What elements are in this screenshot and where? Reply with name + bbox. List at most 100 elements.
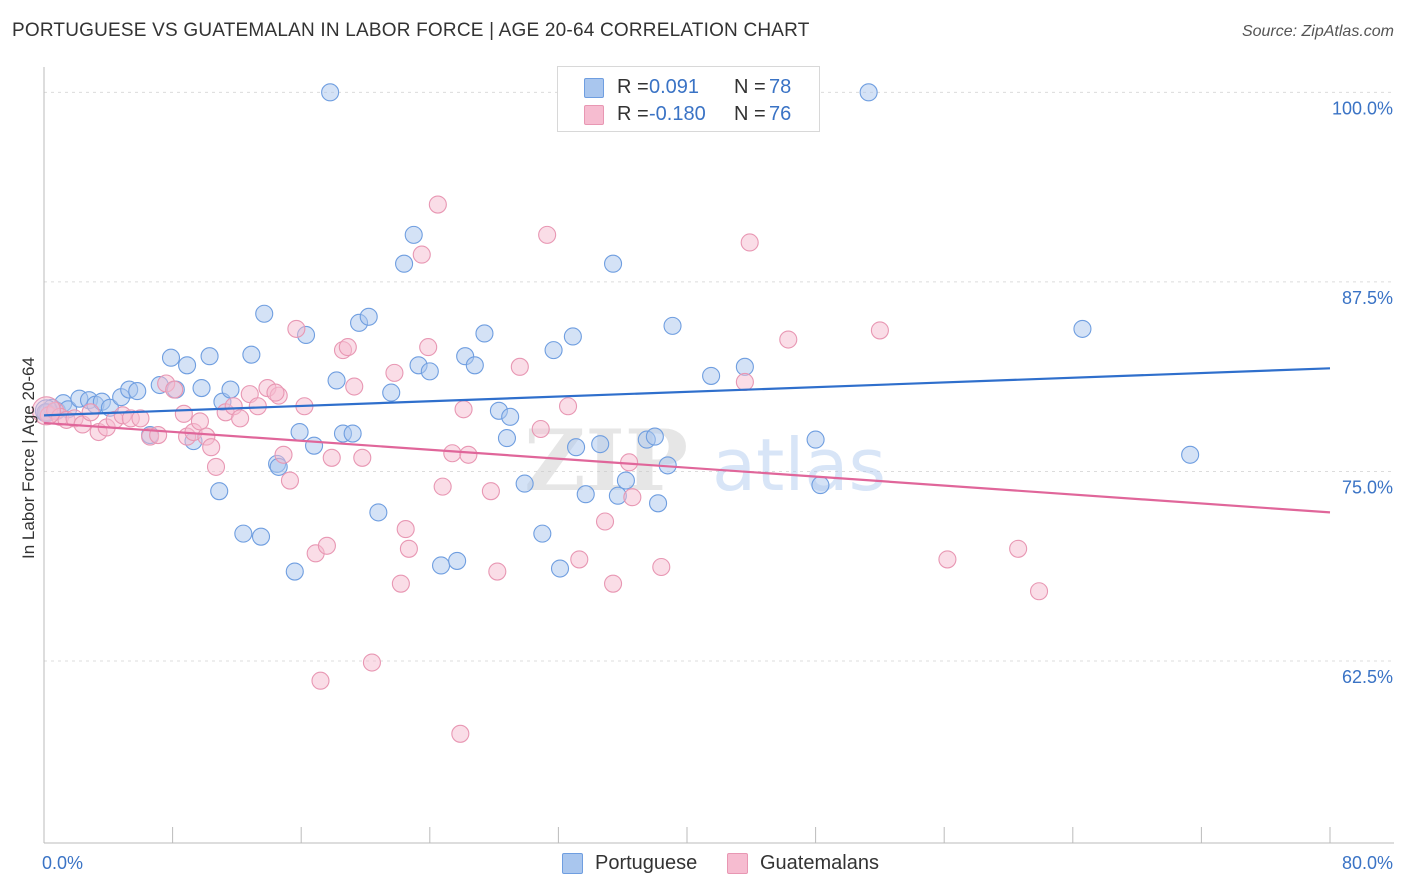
point-guatemalans — [870, 321, 889, 340]
point-guatemalans — [149, 426, 168, 445]
point-guatemalans — [266, 383, 285, 402]
point-guatemalans — [428, 195, 447, 214]
point-portuguese — [567, 438, 586, 457]
point-portuguese — [128, 382, 147, 401]
point-portuguese — [550, 559, 570, 578]
legend-label-guatemalans: Guatemalans — [760, 852, 879, 874]
point-guatemalans — [174, 404, 193, 423]
y-tick-label: 75.0% — [1342, 477, 1393, 497]
legend-swatch-guatemalans — [727, 853, 748, 874]
point-portuguese — [251, 527, 271, 546]
point-guatemalans — [353, 448, 372, 467]
point-guatemalans — [558, 397, 578, 416]
point-portuguese — [859, 83, 878, 102]
point-guatemalans — [570, 550, 589, 569]
point-portuguese — [649, 494, 668, 513]
point-portuguese — [321, 83, 340, 102]
point-portuguese — [465, 356, 484, 375]
point-portuguese — [563, 327, 582, 346]
point-guatemalans — [488, 562, 507, 581]
point-guatemalans — [735, 372, 754, 392]
trend-line-portuguese — [43, 367, 1331, 417]
point-portuguese — [343, 424, 362, 443]
legend-item-portuguese[interactable]: Portuguese — [562, 852, 697, 875]
point-portuguese — [591, 435, 610, 454]
point-guatemalans — [345, 377, 364, 396]
point-guatemalans — [385, 363, 404, 382]
trend-line-guatemalans — [43, 421, 1331, 514]
point-portuguese — [544, 341, 563, 360]
point-portuguese — [242, 345, 261, 364]
legend-label-portuguese: Portuguese — [595, 852, 698, 874]
point-portuguese — [811, 476, 830, 495]
point-guatemalans — [396, 520, 415, 539]
point-guatemalans — [652, 557, 671, 577]
point-guatemalans — [433, 477, 452, 496]
series-legend: Portuguese Guatemalans — [0, 852, 1406, 878]
x-tick-label: 80.0% — [1342, 853, 1393, 873]
point-portuguese — [604, 254, 623, 273]
point-portuguese — [663, 316, 682, 335]
n-label: N = — [734, 75, 766, 98]
point-portuguese — [369, 503, 388, 522]
point-portuguese — [404, 225, 423, 244]
stats-row-guatemalans: R = -0.180 N = 76 — [558, 100, 819, 128]
y-tick-label: 87.5% — [1342, 288, 1393, 308]
tick-labels: 100.0% 87.5% 75.0% 62.5% 0.0% 80.0% — [42, 98, 1393, 873]
point-portuguese — [327, 371, 346, 390]
r-value: 0.091 — [649, 75, 700, 98]
point-guatemalans — [287, 319, 306, 338]
point-portuguese — [221, 380, 240, 399]
point-guatemalans — [938, 550, 957, 569]
r-label: R = — [617, 75, 649, 98]
watermark-atlas: atlas — [712, 423, 886, 507]
point-guatemalans — [322, 448, 341, 467]
legend-item-guatemalans[interactable]: Guatemalans — [727, 852, 879, 875]
point-guatemalans — [31, 396, 61, 426]
point-portuguese — [645, 427, 664, 446]
point-portuguese — [616, 471, 635, 490]
point-portuguese — [1073, 319, 1092, 338]
point-portuguese — [305, 436, 324, 455]
point-portuguese — [359, 307, 378, 326]
point-portuguese — [178, 356, 197, 375]
point-portuguese — [200, 347, 219, 366]
stats-legend: R = 0.091 N = 78 R = -0.180 N = 76 — [557, 66, 820, 132]
point-portuguese — [533, 524, 552, 543]
point-guatemalans — [623, 488, 642, 507]
point-guatemalans — [311, 671, 330, 690]
point-portuguese — [1181, 445, 1200, 464]
point-guatemalans — [190, 412, 209, 431]
point-guatemalans — [740, 233, 759, 252]
point-guatemalans — [604, 574, 623, 593]
point-portuguese — [735, 357, 754, 376]
point-portuguese — [192, 378, 211, 398]
point-guatemalans — [779, 330, 798, 349]
n-value: 76 — [769, 102, 792, 125]
point-portuguese — [285, 562, 304, 581]
point-portuguese — [806, 430, 825, 449]
y-tick-label: 62.5% — [1342, 667, 1393, 687]
axes — [43, 67, 1394, 844]
stats-row-portuguese: R = 0.091 N = 78 — [558, 73, 819, 101]
point-guatemalans — [165, 380, 184, 399]
source-credit: Source: ZipAtlas.com — [1241, 23, 1394, 40]
point-guatemalans — [274, 445, 293, 464]
point-guatemalans — [391, 574, 410, 593]
legend-swatch-portuguese — [562, 853, 583, 874]
point-guatemalans — [419, 338, 438, 357]
point-portuguese — [255, 304, 274, 323]
point-portuguese — [234, 524, 253, 543]
trend-lines — [43, 367, 1331, 514]
point-guatemalans — [531, 419, 550, 439]
point-portuguese — [702, 366, 721, 385]
point-portuguese — [210, 482, 229, 501]
legend-swatch-portuguese — [584, 78, 604, 98]
point-guatemalans — [202, 438, 221, 457]
point-guatemalans — [412, 245, 431, 264]
point-guatemalans — [81, 403, 100, 422]
point-guatemalans — [451, 724, 470, 743]
point-portuguese — [161, 348, 181, 367]
legend-swatch-guatemalans — [584, 105, 604, 125]
